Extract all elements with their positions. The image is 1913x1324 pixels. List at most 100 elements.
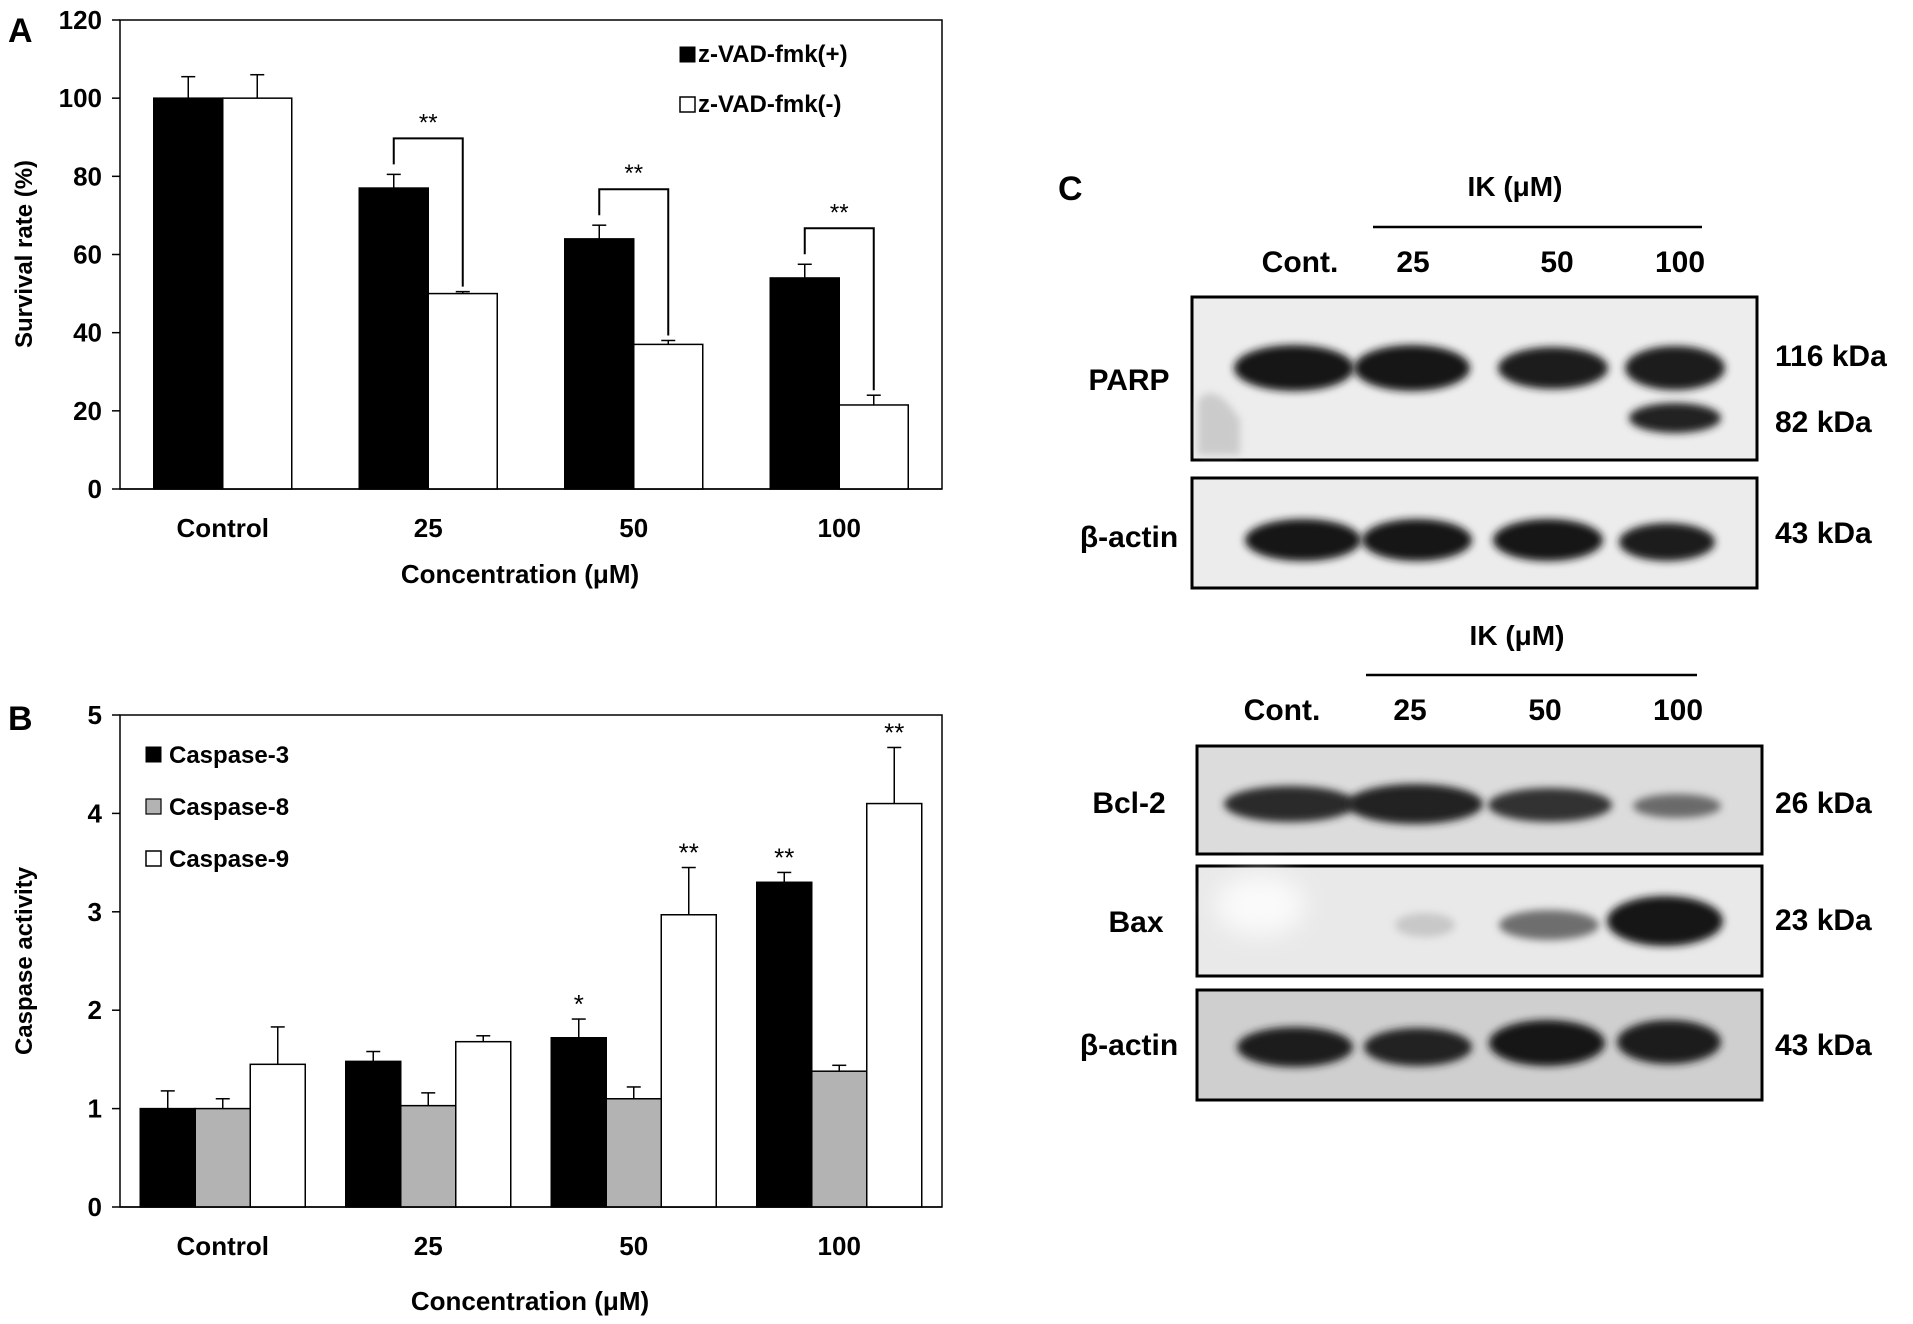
- y-tick-label-40: 40: [73, 318, 102, 348]
- y-tick-label-4: 4: [88, 798, 103, 828]
- blot-parp: [1190, 295, 1759, 462]
- top-lane-label-100: 100: [1655, 246, 1705, 279]
- panel-a-y-axis-label: Survival rate (%): [11, 160, 38, 348]
- panel-b-legend: Caspase-3 Caspase-8 Caspase-9: [145, 742, 289, 873]
- legend-swatch-caspase-9: [145, 850, 162, 867]
- x-tick-label-50: 50: [619, 513, 648, 543]
- bar-caspase-3-50: [550, 1037, 607, 1208]
- significance-bracket-25: [392, 137, 464, 287]
- legend-label-caspase-3: Caspase-3: [169, 742, 289, 769]
- y-tick-label-120: 120: [59, 5, 102, 35]
- y-tick-label-5: 5: [88, 700, 102, 730]
- top-treatment-label: IK (μM): [1468, 171, 1563, 202]
- y-tick-label-0: 0: [88, 1192, 102, 1222]
- y-tick-label-100: 100: [59, 83, 102, 113]
- blot-label-beta-actin-top: β-actin: [1080, 521, 1178, 554]
- panel-b-x-axis-label: Concentration (μM): [411, 1286, 649, 1316]
- bar-z-vad-fmk-100: [769, 277, 840, 490]
- bar-caspase-3-25: [345, 1060, 402, 1208]
- bar-caspase-9-control: [249, 1063, 306, 1208]
- x-tick-label-control: Control: [177, 1231, 269, 1261]
- x-tick-label-control: Control: [177, 513, 269, 543]
- y-tick-label-2: 2: [88, 995, 102, 1025]
- x-tick-label-25: 25: [414, 513, 443, 543]
- blot-beta-actin-top: [1190, 476, 1759, 590]
- legend-label-caspase-9: Caspase-9: [169, 846, 289, 873]
- bar-caspase-9-50: [660, 914, 717, 1208]
- y-tick-label-1: 1: [88, 1094, 102, 1124]
- bar-caspase-8-100: [811, 1070, 868, 1208]
- blot-label-parp: PARP: [1088, 364, 1169, 397]
- panel-a-x-axis-label: Concentration (μM): [401, 559, 639, 589]
- bottom-lane-label-50: 50: [1528, 694, 1561, 727]
- significance-bracket-50: [598, 188, 670, 336]
- bar-caspase-3-control: [139, 1107, 196, 1208]
- bar-z-vad-fmk-25: [427, 292, 498, 490]
- bar-caspase-3-100: [756, 881, 813, 1208]
- x-tick-label-100: 100: [818, 513, 861, 543]
- y-tick-label-3: 3: [88, 897, 102, 927]
- significance-caspase-9-50: **: [679, 838, 699, 868]
- legend-swatch-caspase-3: [145, 746, 162, 763]
- legend-label-z-vad-minus: z-VAD-fmk(-): [698, 91, 842, 118]
- significance-label-25: **: [419, 109, 438, 136]
- top-lane-label-50: 50: [1540, 246, 1573, 279]
- y-tick-label-60: 60: [73, 240, 102, 270]
- size-label-43-bottom: 43 kDa: [1775, 1029, 1872, 1062]
- bar-z-vad-fmk-50: [633, 343, 704, 490]
- blot-label-beta-actin-bottom: β-actin: [1080, 1029, 1178, 1062]
- bar-z-vad-fmk-50: [564, 238, 635, 490]
- bottom-lane-label-100: 100: [1653, 694, 1703, 727]
- panel-label-a: A: [8, 12, 33, 50]
- bar-z-vad-fmk-control: [222, 97, 293, 490]
- blot-bcl-2: [1195, 744, 1764, 856]
- top-lane-label-cont: Cont.: [1262, 246, 1339, 279]
- size-label-26: 26 kDa: [1775, 787, 1872, 820]
- panel-c-western-blot: C IK (μM) Cont. 25 50 100 PARP 116 kDa 8…: [1058, 170, 1887, 1102]
- significance-caspase-9-100: **: [884, 717, 904, 747]
- blot-label-bcl-2: Bcl-2: [1092, 787, 1165, 820]
- size-label-116: 116 kDa: [1775, 340, 1887, 373]
- legend-swatch-caspase-8: [145, 798, 162, 815]
- y-tick-label-0: 0: [88, 474, 102, 504]
- bottom-lane-label-cont: Cont.: [1244, 694, 1321, 727]
- x-tick-label-25: 25: [414, 1231, 443, 1261]
- bar-z-vad-fmk-100: [838, 404, 909, 490]
- bar-caspase-9-25: [455, 1040, 512, 1208]
- legend-swatch-z-vad-plus: [679, 46, 696, 63]
- panel-label-b: B: [8, 700, 33, 738]
- legend-label-z-vad-plus: z-VAD-fmk(+): [698, 41, 848, 68]
- x-tick-label-100: 100: [818, 1231, 861, 1261]
- legend-swatch-z-vad-minus: [679, 96, 696, 113]
- panel-a-legend: z-VAD-fmk(+) z-VAD-fmk(-): [679, 41, 848, 118]
- significance-caspase-3-100: **: [774, 842, 794, 872]
- panel-label-c: C: [1058, 170, 1083, 208]
- bar-caspase-8-25: [400, 1104, 457, 1208]
- significance-bracket-100: [803, 227, 875, 391]
- significance-caspase-3-50: *: [574, 989, 584, 1019]
- x-tick-label-50: 50: [619, 1231, 648, 1261]
- bottom-lane-label-25: 25: [1393, 694, 1426, 727]
- legend-label-caspase-8: Caspase-8: [169, 794, 289, 821]
- size-label-43-top: 43 kDa: [1775, 517, 1872, 550]
- significance-label-50: **: [624, 160, 643, 187]
- bar-caspase-8-control: [194, 1107, 251, 1208]
- blot-beta-actin-bottom: [1195, 988, 1764, 1102]
- y-tick-label-80: 80: [73, 161, 102, 191]
- panel-b-y-axis-label: Caspase activity: [11, 866, 38, 1055]
- bar-z-vad-fmk-25: [358, 187, 429, 490]
- bar-z-vad-fmk-control: [153, 97, 224, 490]
- y-tick-label-20: 20: [73, 396, 102, 426]
- size-label-82: 82 kDa: [1775, 406, 1872, 439]
- blot-bax: [1195, 864, 1764, 978]
- size-label-23: 23 kDa: [1775, 904, 1872, 937]
- bottom-treatment-label: IK (μM): [1470, 620, 1565, 651]
- bar-caspase-8-50: [605, 1098, 662, 1208]
- bar-caspase-9-100: [866, 802, 923, 1208]
- significance-label-100: **: [830, 199, 849, 226]
- blot-label-bax: Bax: [1108, 906, 1163, 939]
- top-lane-label-25: 25: [1396, 246, 1429, 279]
